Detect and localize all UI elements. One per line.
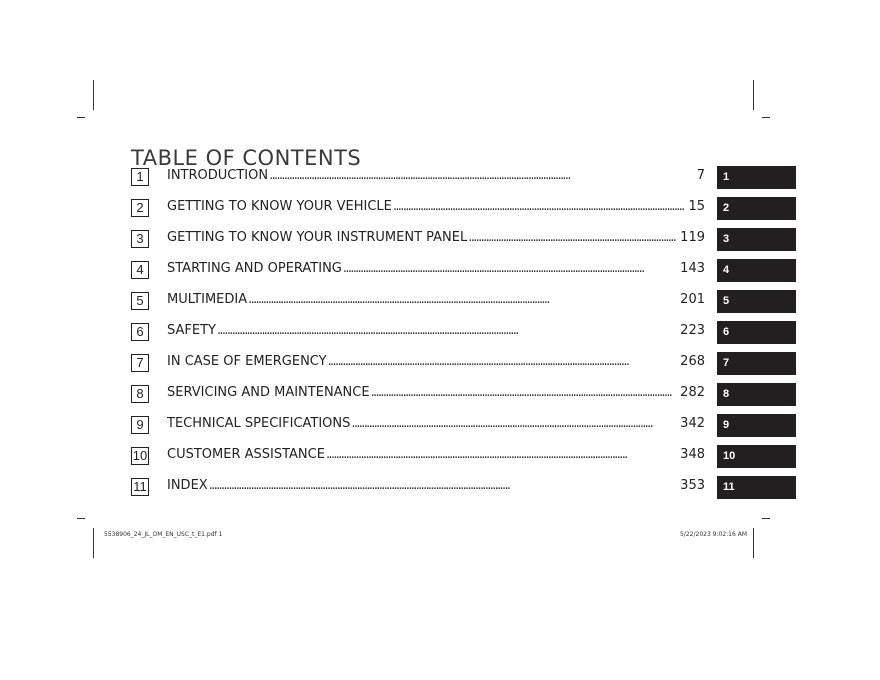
chapter-title: IN CASE OF EMERGENCY [167,354,327,369]
crop-mark [753,80,754,110]
chapter-number-box: 8 [131,385,149,403]
page-number: 353 [680,478,705,493]
toc-row[interactable]: 3 GETTING TO KNOW YOUR INSTRUMENT PANEL 11… [131,228,797,252]
crop-mark [762,117,770,118]
chapter-number-box: 5 [131,292,149,310]
chapter-title: SAFETY [167,323,216,338]
page-number: 7 [696,168,705,183]
page-number: 268 [680,354,705,369]
chapter-number-box: 9 [131,416,149,434]
chapter-number-box: 7 [131,354,149,372]
chapter-tab[interactable]: 7 [717,352,796,375]
dot-leader [371,385,677,400]
page-number: 223 [680,323,705,338]
toc-row[interactable]: 7 IN CASE OF EMERGENCY 268 7 [131,352,797,376]
chapter-title: SERVICING AND MAINTENANCE [167,385,370,400]
chapter-number-box: 10 [131,447,149,465]
chapter-tab[interactable]: 1 [717,166,796,189]
toc-entry-link[interactable]: INDEX 353 [167,478,705,496]
toc-entry-link[interactable]: MULTIMEDIA 201 [167,292,705,310]
chapter-tab[interactable]: 6 [717,321,796,344]
toc-entry-link[interactable]: STARTING AND OPERATING 143 [167,261,705,279]
toc-row[interactable]: 9 TECHNICAL SPECIFICATIONS 342 9 [131,414,797,438]
page-number: 119 [680,230,705,245]
chapter-title: GETTING TO KNOW YOUR INSTRUMENT PANEL [167,230,468,245]
chapter-tab[interactable]: 4 [717,259,796,282]
dot-leader [326,447,676,462]
dot-leader [351,416,676,431]
toc-entry-link[interactable]: SAFETY 223 [167,323,705,341]
page-number: 282 [680,385,705,400]
page-number: 201 [680,292,705,307]
crop-mark [93,528,94,558]
crop-mark [77,518,85,519]
chapter-title: GETTING TO KNOW YOUR VEHICLE [167,199,392,214]
dot-leader [217,323,676,338]
crop-mark [753,528,754,558]
crop-mark [77,117,85,118]
chapter-number-box: 6 [131,323,149,341]
crop-mark [762,518,770,519]
chapter-tab[interactable]: 2 [717,197,796,220]
toc-row[interactable]: 6 SAFETY 223 6 [131,321,797,345]
page-number: 348 [680,447,705,462]
dot-leader [343,261,676,276]
chapter-number-box: 3 [131,230,149,248]
toc-row[interactable]: 8 SERVICING AND MAINTENANCE 282 8 [131,383,797,407]
chapter-number-box: 11 [131,478,149,496]
chapter-title: STARTING AND OPERATING [167,261,342,276]
toc-row[interactable]: 2 GETTING TO KNOW YOUR VEHICLE 15 2 [131,197,797,221]
chapter-title: INDEX [167,478,208,493]
toc-row[interactable]: 1INTRODUCTION71 [131,166,797,190]
page-number: 15 [688,199,705,214]
footer-datetime: 5/22/2023 9:02:16 AM [680,531,747,538]
dot-leader [468,230,676,245]
chapter-number-box: 4 [131,261,149,279]
chapter-number-box: 1 [131,168,149,186]
page-number: 143 [680,261,705,276]
dot-leader [393,199,685,214]
toc-entry-link[interactable]: TECHNICAL SPECIFICATIONS 342 [167,416,705,434]
toc-row[interactable]: 11 INDEX 353 11 [131,476,797,500]
toc-entry-link[interactable]: IN CASE OF EMERGENCY 268 [167,354,705,372]
chapter-tab[interactable]: 11 [717,476,796,499]
chapter-title: CUSTOMER ASSISTANCE [167,447,325,462]
crop-mark [93,80,94,110]
dot-leader [328,354,677,369]
toc-row[interactable]: 10 CUSTOMER ASSISTANCE 348 10 [131,445,797,469]
footer-file: 5538906_24_JL_OM_EN_USC_t_E1.pdf 1 [104,531,223,538]
chapter-title: TECHNICAL SPECIFICATIONS [167,416,351,431]
toc-entry-link[interactable]: GETTING TO KNOW YOUR VEHICLE 15 [167,199,705,217]
dot-leader [269,168,693,183]
chapter-number-box: 2 [131,199,149,217]
chapter-tab[interactable]: 10 [717,445,796,468]
chapter-tab[interactable]: 9 [717,414,796,437]
chapter-tab[interactable]: 3 [717,228,796,251]
chapter-title: MULTIMEDIA [167,292,248,307]
chapter-title: INTRODUCTION [167,168,269,183]
toc-entry-link[interactable]: GETTING TO KNOW YOUR INSTRUMENT PANEL 119 [167,230,705,248]
page-title: TABLE OF CONTENTS [131,146,362,171]
chapter-tab[interactable]: 8 [717,383,796,406]
toc-row[interactable]: 5 MULTIMEDIA 201 5 [131,290,797,314]
chapter-tab[interactable]: 5 [717,290,796,313]
toc-entry-link[interactable]: SERVICING AND MAINTENANCE 282 [167,385,705,403]
toc-entry-link[interactable]: CUSTOMER ASSISTANCE 348 [167,447,705,465]
toc-row[interactable]: 4 STARTING AND OPERATING 143 4 [131,259,797,283]
dot-leader [248,292,676,307]
toc-entry-link[interactable]: INTRODUCTION 7 [167,168,705,186]
dot-leader [209,478,676,493]
page-number: 342 [680,416,705,431]
